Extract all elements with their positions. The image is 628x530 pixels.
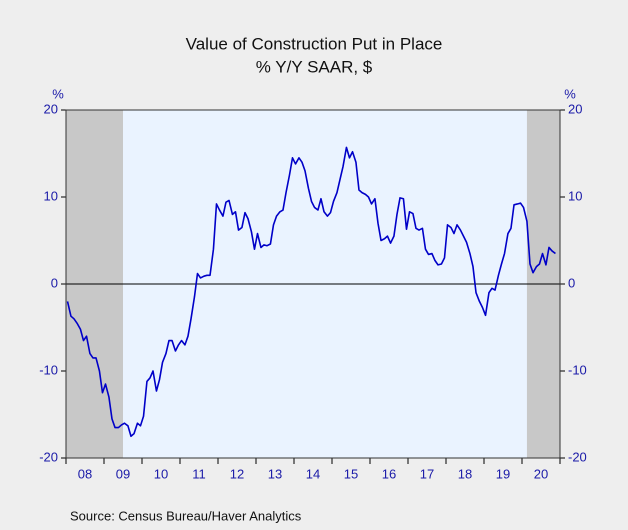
data-line: [66, 146, 556, 438]
y2-tick-label: 10: [568, 188, 582, 203]
chart-subtitle: % Y/Y SAAR, $: [256, 57, 373, 76]
chart-title: Value of Construction Put in Place: [186, 34, 443, 53]
x-tick-label: 12: [230, 466, 244, 481]
y-tick-label: -20: [39, 449, 58, 464]
y-tick-label: 10: [44, 188, 58, 203]
y2-tick-label: -10: [568, 362, 587, 377]
x-tick-label: 15: [344, 466, 358, 481]
x-tick-label: 08: [78, 466, 92, 481]
x-tick-label: 19: [496, 466, 510, 481]
y-unit-right: %: [564, 86, 576, 101]
source-note: Source: Census Bureau/Haver Analytics: [70, 508, 302, 523]
y-tick-label: 0: [51, 275, 58, 290]
y-tick-label: -10: [39, 362, 58, 377]
x-tick-label: 18: [458, 466, 472, 481]
x-tick-label: 11: [192, 466, 206, 481]
plot-frame: [65, 109, 561, 459]
x-tick-label: 10: [154, 466, 168, 481]
y2-tick-label: 20: [568, 101, 582, 116]
y2-tick-label: 0: [568, 275, 575, 290]
x-tick-label: 17: [420, 466, 434, 481]
x-tick-label: 20: [534, 466, 548, 481]
x-tick-label: 13: [268, 466, 282, 481]
y-tick-label: 20: [44, 101, 58, 116]
y2-tick-label: -20: [568, 449, 587, 464]
x-tick-label: 09: [116, 466, 130, 481]
x-tick-label: 16: [382, 466, 396, 481]
x-tick-label: 14: [306, 466, 320, 481]
y-unit-left: %: [52, 86, 64, 101]
